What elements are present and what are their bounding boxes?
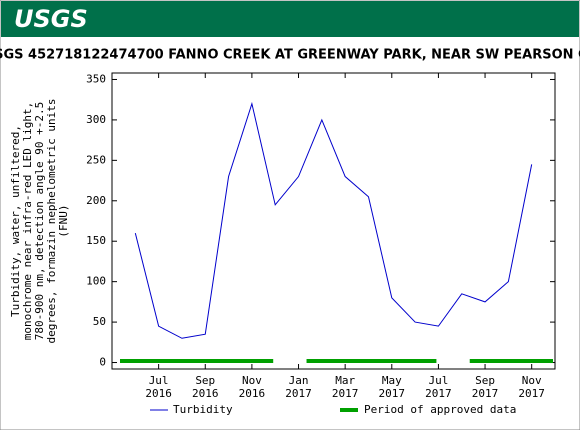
- header-bar: [1, 1, 579, 37]
- legend-label: Period of approved data: [364, 403, 516, 416]
- y-axis-label: (FNU): [57, 204, 70, 237]
- x-tick-label: Sep 2016: [192, 374, 219, 400]
- x-tick-label: Jul 2016: [145, 374, 172, 400]
- y-tick-label: 100: [86, 275, 106, 288]
- y-axis-label: degrees, formazin nephelometric units: [45, 98, 58, 343]
- x-tick-label: Mar 2017: [332, 374, 359, 400]
- y-tick-label: 250: [86, 153, 106, 166]
- x-tick-label: Nov 2016: [239, 374, 266, 400]
- x-tick-label: May 2017: [379, 374, 406, 400]
- y-tick-label: 150: [86, 234, 106, 247]
- y-axis-label: Turbidity, water, unfiltered,: [9, 125, 22, 317]
- x-tick-label: Jul 2017: [425, 374, 452, 400]
- y-tick-label: 50: [93, 315, 106, 328]
- y-tick-label: 300: [86, 113, 106, 126]
- y-tick-label: 350: [86, 72, 106, 85]
- x-tick-label: Nov 2017: [518, 374, 545, 400]
- y-tick-label: 0: [99, 356, 106, 369]
- y-tick-label: 200: [86, 194, 106, 207]
- logo: USGS: [14, 5, 88, 33]
- x-tick-label: Sep 2017: [472, 374, 499, 400]
- legend-label: Turbidity: [173, 403, 233, 416]
- plot-frame: [111, 72, 556, 370]
- x-tick-label: Jan 2017: [285, 374, 312, 400]
- y-axis-label: 780-900 nm, detection angle 90 +-2.5: [33, 102, 46, 340]
- y-axis-label: monochrome near infra-red LED light,: [21, 102, 34, 340]
- series-line: [134, 101, 533, 339]
- chart-title: USGS 452718122474700 FANNO CREEK AT GREE…: [0, 48, 580, 63]
